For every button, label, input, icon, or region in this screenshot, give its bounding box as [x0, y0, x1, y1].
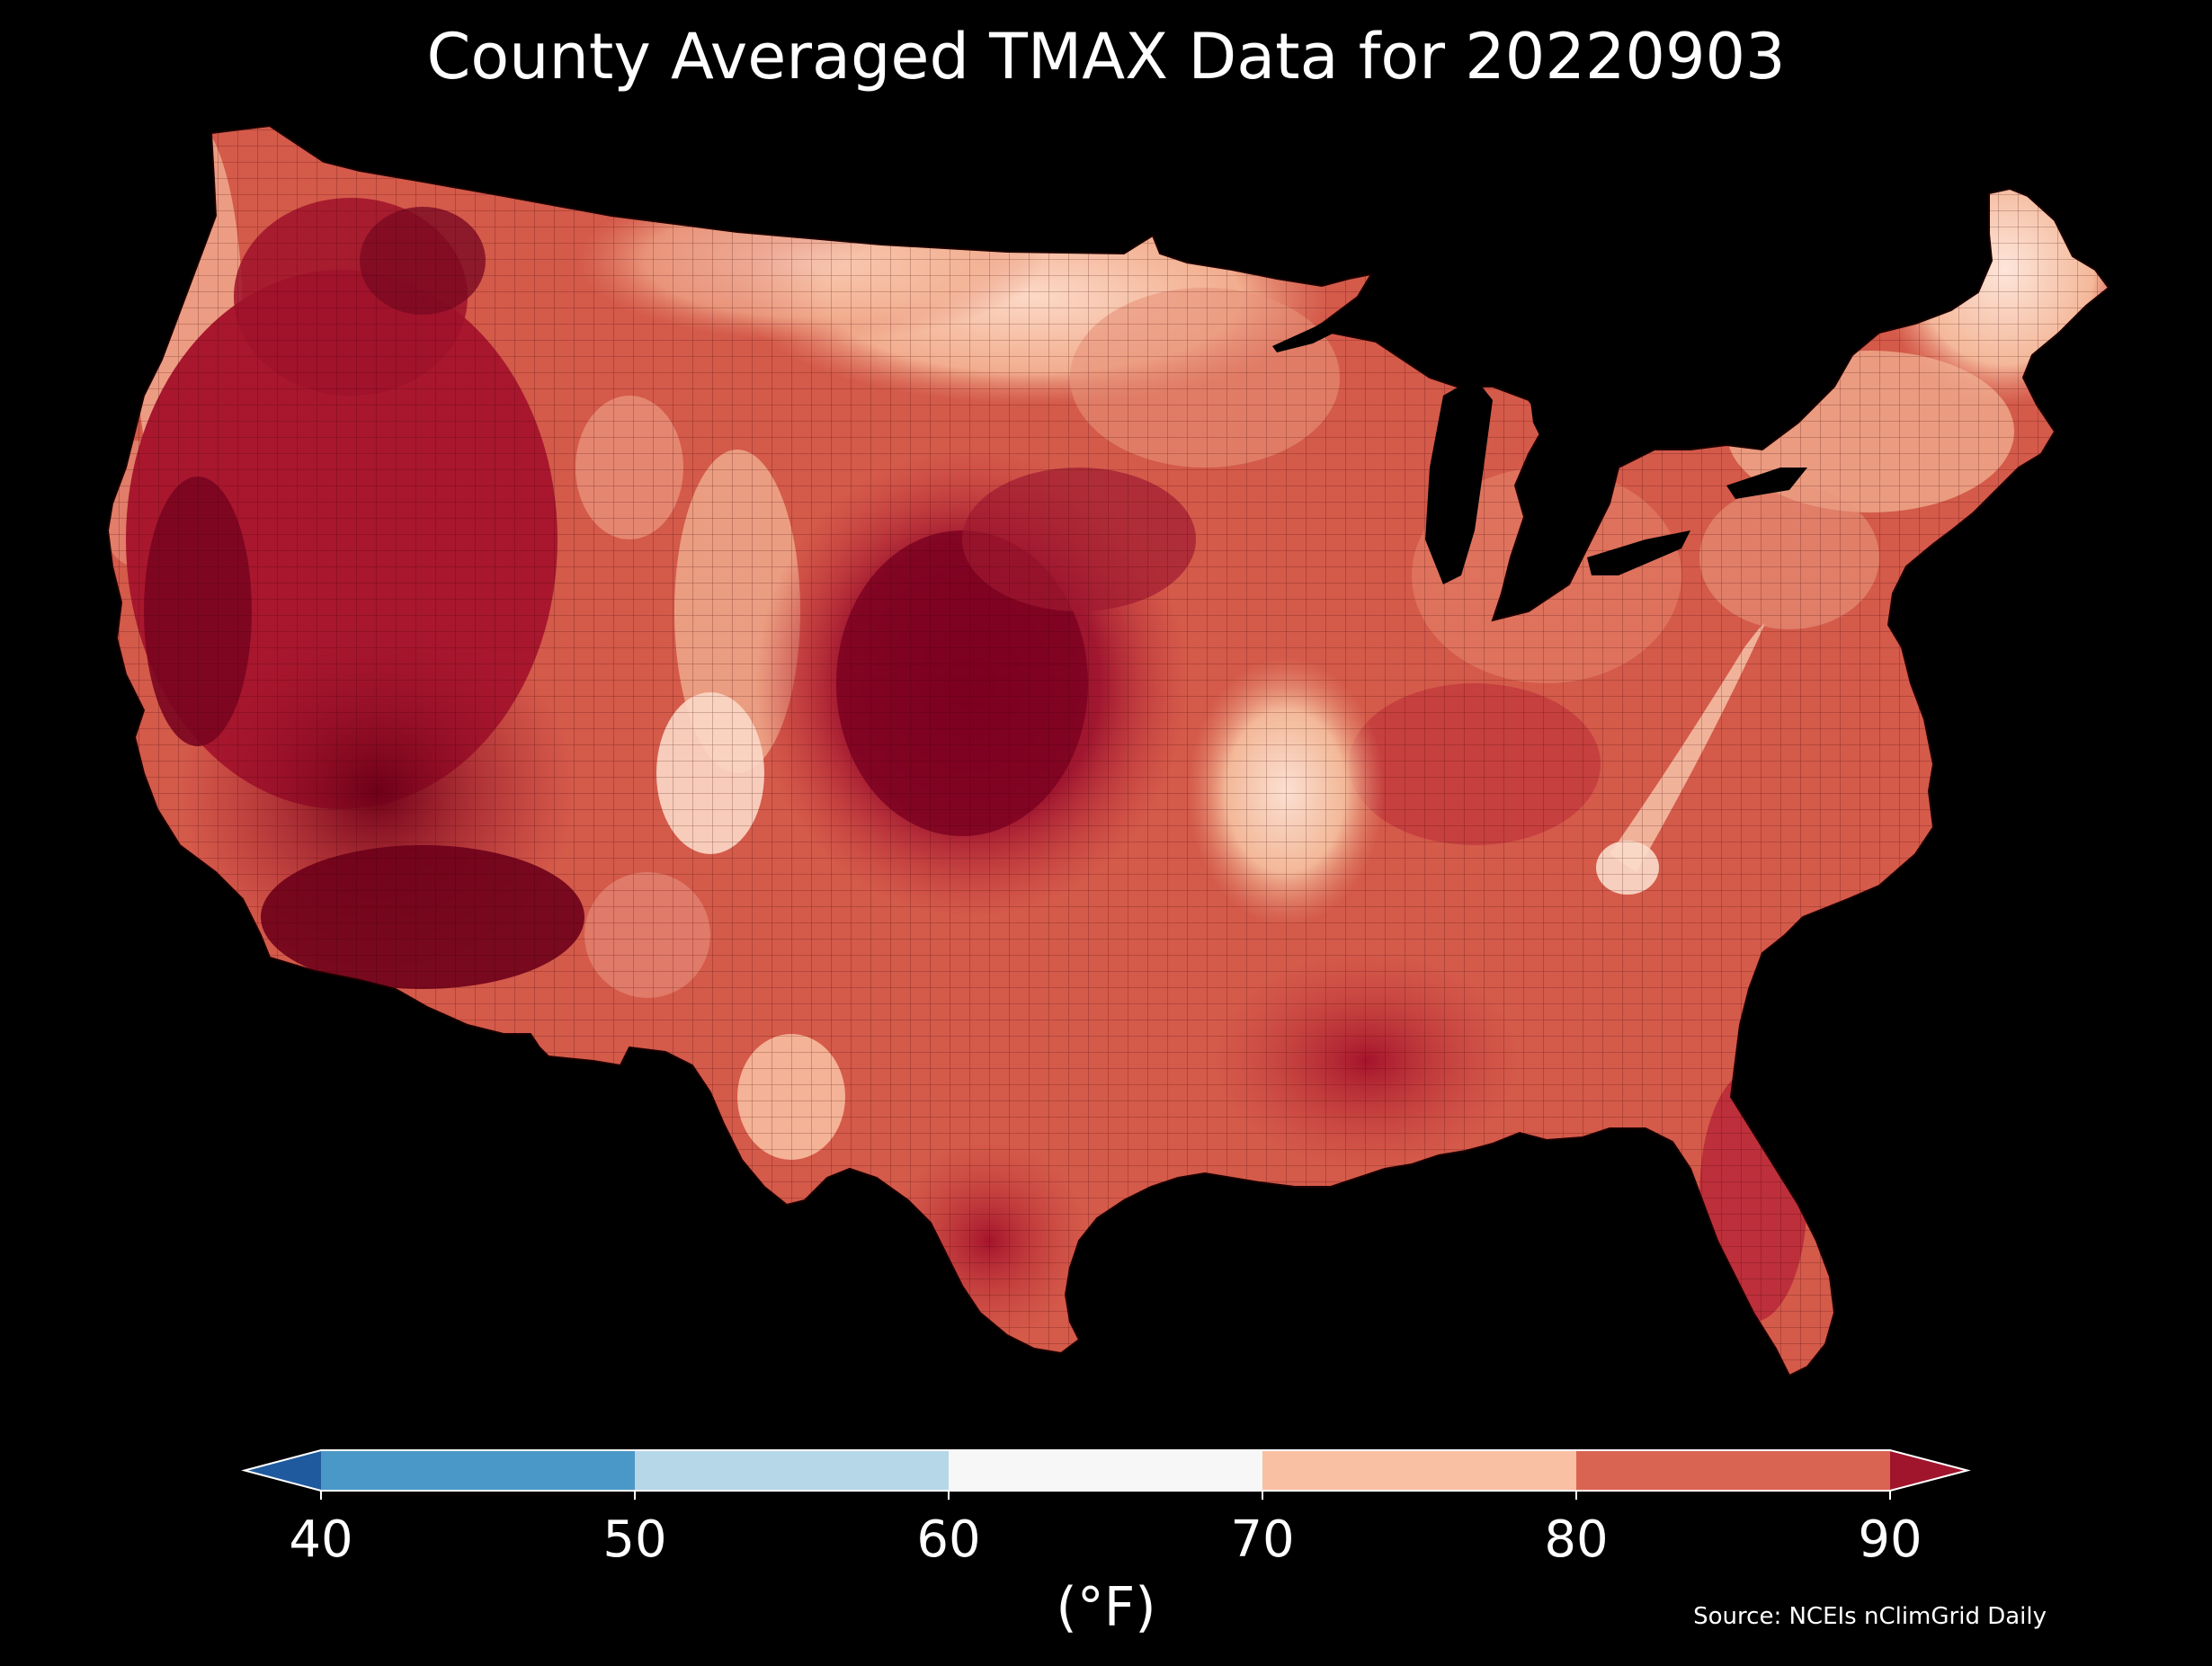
colorbar-tick-label: 70 [1230, 1510, 1295, 1569]
colorbar-bin [1576, 1450, 1891, 1491]
colorbar-tick-label: 80 [1544, 1510, 1609, 1569]
colorbar-tick-label: 50 [602, 1510, 667, 1569]
great-lakes [1272, 297, 1807, 584]
colorbar-bin [321, 1450, 636, 1491]
colorbar-bin [949, 1450, 1263, 1491]
figure-title: County Averaged TMAX Data for 20220903 [426, 20, 1786, 94]
colorbar-extend-min [245, 1450, 321, 1491]
colorbar-tick-label: 60 [916, 1510, 981, 1569]
source-credit: Source: NCEIs nClimGrid Daily [1693, 1603, 2047, 1630]
colorbar-extend-max [1890, 1450, 1967, 1491]
colorbar-bin [635, 1450, 950, 1491]
colorbar-tick-label: 90 [1858, 1510, 1922, 1569]
colorbar-unit-label: (°F) [1056, 1576, 1156, 1639]
colorbar-tick-label: 40 [289, 1510, 353, 1569]
colorbar-bin [1262, 1450, 1577, 1491]
